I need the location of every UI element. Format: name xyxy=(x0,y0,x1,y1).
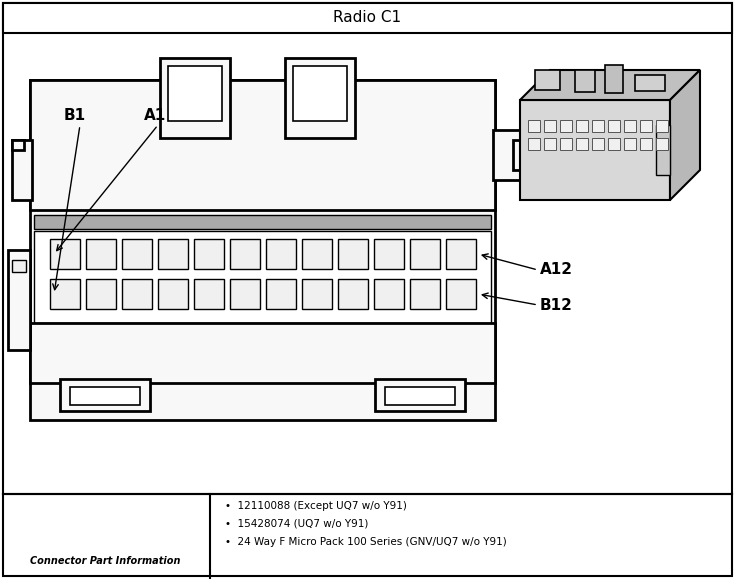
Bar xyxy=(266,279,296,309)
Bar xyxy=(34,215,491,229)
Bar xyxy=(374,279,404,309)
Text: •  12110088 (Except UQ7 w/o Y91): • 12110088 (Except UQ7 w/o Y91) xyxy=(225,501,407,511)
Bar xyxy=(656,138,668,150)
Bar xyxy=(446,279,476,309)
Bar xyxy=(410,279,440,309)
Bar xyxy=(34,215,491,229)
Bar xyxy=(535,70,560,90)
Bar xyxy=(410,239,440,269)
Bar xyxy=(608,120,620,132)
Bar xyxy=(285,58,355,138)
Bar xyxy=(60,379,150,411)
Bar xyxy=(338,279,368,309)
Bar xyxy=(12,260,26,272)
Bar xyxy=(194,279,224,309)
Bar xyxy=(158,239,188,269)
Text: Connector Part Information: Connector Part Information xyxy=(29,556,180,566)
Bar xyxy=(656,120,668,132)
Bar xyxy=(528,120,540,132)
Bar xyxy=(168,66,222,121)
Text: B12: B12 xyxy=(540,298,573,313)
Bar xyxy=(158,279,188,309)
Bar xyxy=(592,138,604,150)
Bar xyxy=(12,140,32,200)
Bar xyxy=(592,120,604,132)
Bar xyxy=(8,250,30,350)
Bar xyxy=(375,379,465,411)
Bar xyxy=(640,138,652,150)
Bar xyxy=(656,125,670,175)
Bar xyxy=(575,70,595,92)
Bar xyxy=(50,279,80,309)
Bar xyxy=(605,65,623,93)
Bar xyxy=(560,138,572,150)
Bar xyxy=(50,239,80,269)
Bar xyxy=(302,279,332,309)
Bar xyxy=(528,138,540,150)
Bar xyxy=(302,239,332,269)
Bar xyxy=(122,279,152,309)
Bar xyxy=(576,120,588,132)
Bar xyxy=(160,58,230,138)
Text: A12: A12 xyxy=(540,262,573,277)
Text: A1: A1 xyxy=(144,108,166,123)
Bar xyxy=(520,100,670,200)
Bar xyxy=(624,138,636,150)
Bar xyxy=(493,130,521,180)
Bar xyxy=(122,239,152,269)
Text: Radio C1: Radio C1 xyxy=(334,10,401,25)
Bar xyxy=(86,239,116,269)
Bar xyxy=(12,140,24,150)
Bar xyxy=(30,80,495,420)
Bar xyxy=(194,239,224,269)
Bar xyxy=(385,387,455,405)
Bar xyxy=(30,80,495,210)
Bar xyxy=(635,75,665,91)
Bar xyxy=(230,239,260,269)
Bar xyxy=(446,239,476,269)
Bar xyxy=(3,3,732,33)
Bar xyxy=(30,323,495,383)
Bar xyxy=(544,138,556,150)
Text: •  24 Way F Micro Pack 100 Series (GNV/UQ7 w/o Y91): • 24 Way F Micro Pack 100 Series (GNV/UQ… xyxy=(225,537,506,547)
Bar xyxy=(513,140,521,170)
Bar xyxy=(640,120,652,132)
Polygon shape xyxy=(520,70,700,100)
Bar xyxy=(34,231,491,323)
Bar xyxy=(624,120,636,132)
Bar xyxy=(608,138,620,150)
Bar xyxy=(70,387,140,405)
Bar xyxy=(230,279,260,309)
Bar xyxy=(338,239,368,269)
Bar xyxy=(560,120,572,132)
Text: B1: B1 xyxy=(64,108,86,123)
Bar xyxy=(86,279,116,309)
Text: •  15428074 (UQ7 w/o Y91): • 15428074 (UQ7 w/o Y91) xyxy=(225,519,368,529)
Bar xyxy=(544,120,556,132)
Bar xyxy=(374,239,404,269)
Bar xyxy=(293,66,347,121)
Polygon shape xyxy=(670,70,700,200)
Bar xyxy=(266,239,296,269)
Bar xyxy=(576,138,588,150)
